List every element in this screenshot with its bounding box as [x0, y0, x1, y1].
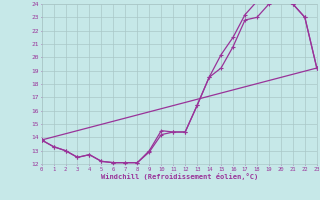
X-axis label: Windchill (Refroidissement éolien,°C): Windchill (Refroidissement éolien,°C) — [100, 173, 258, 180]
